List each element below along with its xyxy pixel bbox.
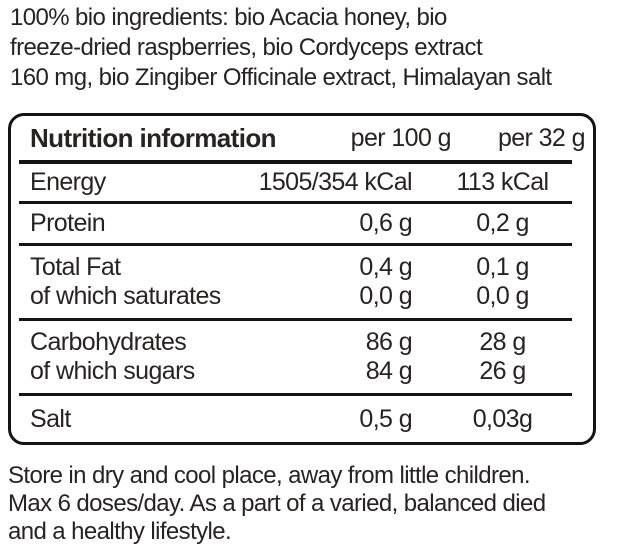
ingredients-line: 160 mg, bio Zingiber Officinale extract,… <box>10 64 552 91</box>
row-value-per-100g: 84 g <box>365 357 413 385</box>
ingredients-line: 100% bio ingredients: bio Acacia honey, … <box>10 4 447 31</box>
row-value-per-100g: 0,5 g <box>359 404 412 433</box>
row-value-per-32g: 28 g <box>479 328 526 356</box>
row-label: of which saturates <box>30 282 221 310</box>
nutrition-row-energy: Energy 1505/354 kCal 113 kCal <box>11 164 593 201</box>
row-value-per-32g: 0,2 g <box>476 209 529 237</box>
row-value-per-32g: 0,1 g <box>476 253 529 281</box>
ingredients-line: freeze-dried raspberries, bio Cordyceps … <box>10 34 483 61</box>
storage-line: and a healthy lifestyle. <box>8 518 232 545</box>
storage-line: Max 6 doses/day. As a part of a varied, … <box>8 490 546 517</box>
row-value-per-32g: 0,0 g <box>476 282 529 310</box>
nutrition-row-sugars: of which sugars 84 g 26 g <box>11 357 593 386</box>
row-label: of which sugars <box>30 357 195 385</box>
row-value-per-32g: 26 g <box>479 357 526 385</box>
row-label: Protein <box>30 209 106 237</box>
row-label: Energy <box>30 168 106 196</box>
column-header-per-32g: per 32 g <box>497 123 586 152</box>
nutrition-group-fat: Total Fat 0,4 g 0,1 g of which saturates… <box>11 246 593 318</box>
nutrition-row-saturates: of which saturates 0,0 g 0,0 g <box>11 282 593 311</box>
row-value-per-100g: 1505/354 kCal <box>258 168 413 196</box>
nutrition-table-header: Nutrition information per 100 g per 32 g <box>11 116 593 160</box>
column-header-per-100g: per 100 g <box>350 123 452 152</box>
divider-rule <box>19 393 572 396</box>
divider-rule <box>19 160 572 164</box>
row-value-per-100g: 0,6 g <box>359 209 412 237</box>
row-label: Total Fat <box>30 253 121 281</box>
row-label: Salt <box>30 404 71 433</box>
storage-line: Store in dry and cool place, away from l… <box>8 462 531 489</box>
row-value-per-100g: 0,4 g <box>359 253 412 281</box>
nutrition-row-total-fat: Total Fat 0,4 g 0,1 g <box>11 253 593 282</box>
divider-rule <box>19 243 572 246</box>
ingredients-text: 100% bio ingredients: bio Acacia honey, … <box>10 3 624 93</box>
nutrition-row-salt: Salt 0,5 g 0,03g <box>11 396 593 442</box>
nutrition-table-title: Nutrition information <box>30 122 277 153</box>
row-value-per-32g: 113 kCal <box>456 168 549 196</box>
divider-rule <box>19 201 572 204</box>
divider-rule <box>19 318 572 321</box>
row-label: Carbohydrates <box>30 328 187 356</box>
row-value-per-32g: 0,03g <box>472 404 533 433</box>
nutrition-row-protein: Protein 0,6 g 0,2 g <box>11 204 593 243</box>
row-value-per-100g: 0,0 g <box>359 282 412 310</box>
row-value-per-100g: 86 g <box>365 328 413 356</box>
storage-text: Store in dry and cool place, away from l… <box>8 462 624 546</box>
nutrition-row-carbohydrates: Carbohydrates 86 g 28 g <box>11 328 593 357</box>
nutrition-group-carbohydrates: Carbohydrates 86 g 28 g of which sugars … <box>11 321 593 393</box>
nutrition-facts-box: Nutrition information per 100 g per 32 g… <box>8 113 596 445</box>
